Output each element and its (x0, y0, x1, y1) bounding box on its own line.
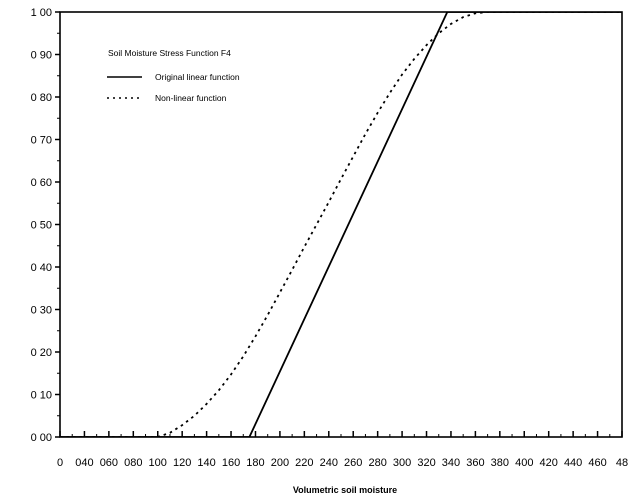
x-tick-label: 080 (124, 457, 142, 469)
x-tick-label: 260 (344, 457, 362, 469)
x-tick-label: 220 (295, 457, 313, 469)
x-axis: 0 040 060 080 100 120 140 160 180 200 220 240 260 280… (57, 431, 628, 469)
x-tick-label: 140 (197, 457, 215, 469)
x-tick-label: 160 (222, 457, 240, 469)
legend: Soil Moisture Stress Function F4 Origina… (107, 48, 240, 103)
x-tick-label: 280 (368, 457, 386, 469)
y-axis: 0 00 0 10 0 20 0 30 0 40 0 50 0 60 0 70 0 80 0 90… (31, 7, 60, 444)
x-tick-label: 180 (246, 457, 264, 469)
legend-title: Soil Moisture Stress Function F4 (108, 48, 231, 58)
x-tick-label: 440 (564, 457, 582, 469)
y-tick-label: 0 20 (31, 347, 52, 359)
x-tick-label: 460 (588, 457, 606, 469)
x-tick-label: 380 (491, 457, 509, 469)
x-tick-label: 360 (466, 457, 484, 469)
plot-frame (59, 11, 623, 438)
x-tick-label: 340 (442, 457, 460, 469)
y-tick-label: 0 30 (31, 305, 52, 317)
y-tick-label: 0 90 (31, 50, 52, 62)
series-line (60, 12, 622, 437)
x-tick-label: 0 (57, 457, 63, 469)
y-tick-label: 0 10 (31, 390, 52, 402)
y-tick-label: 0 70 (31, 135, 52, 147)
legend-label-nonlinear: Non-linear function (155, 93, 227, 103)
x-tick-label: 120 (173, 457, 191, 469)
x-tick-label: 060 (100, 457, 118, 469)
x-tick-label: 300 (393, 457, 411, 469)
x-tick-label: 240 (320, 457, 338, 469)
x-tick-label: 200 (271, 457, 289, 469)
x-tick-label: 320 (417, 457, 435, 469)
y-tick-label: 0 50 (31, 220, 52, 232)
legend-label-linear: Original linear function (155, 72, 240, 82)
series-layer (60, 12, 622, 437)
x-axis-label: Volumetric soil moisture (293, 485, 397, 495)
x-tick-label: 040 (75, 457, 93, 469)
x-tick-label: 48 (616, 457, 628, 469)
y-tick-label: 0 80 (31, 92, 52, 104)
x-tick-label: 420 (540, 457, 558, 469)
y-tick-label: 0 60 (31, 177, 52, 189)
y-tick-label: 1 00 (31, 7, 52, 19)
y-tick-label: 0 40 (31, 262, 52, 274)
x-tick-label: 400 (515, 457, 533, 469)
series-line (60, 12, 622, 437)
y-tick-label: 0 00 (31, 432, 52, 444)
x-tick-label: 100 (149, 457, 167, 469)
